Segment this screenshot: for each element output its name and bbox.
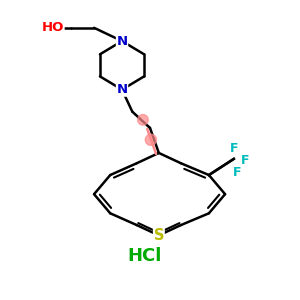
Text: F: F	[241, 154, 249, 167]
Circle shape	[145, 134, 157, 146]
Text: F: F	[232, 166, 241, 178]
Text: F: F	[230, 142, 238, 155]
Text: N: N	[116, 83, 128, 96]
Text: HO: HO	[42, 21, 64, 34]
Text: HCl: HCl	[127, 247, 161, 265]
Circle shape	[138, 115, 148, 125]
Text: N: N	[116, 34, 128, 48]
Text: S: S	[154, 228, 164, 243]
